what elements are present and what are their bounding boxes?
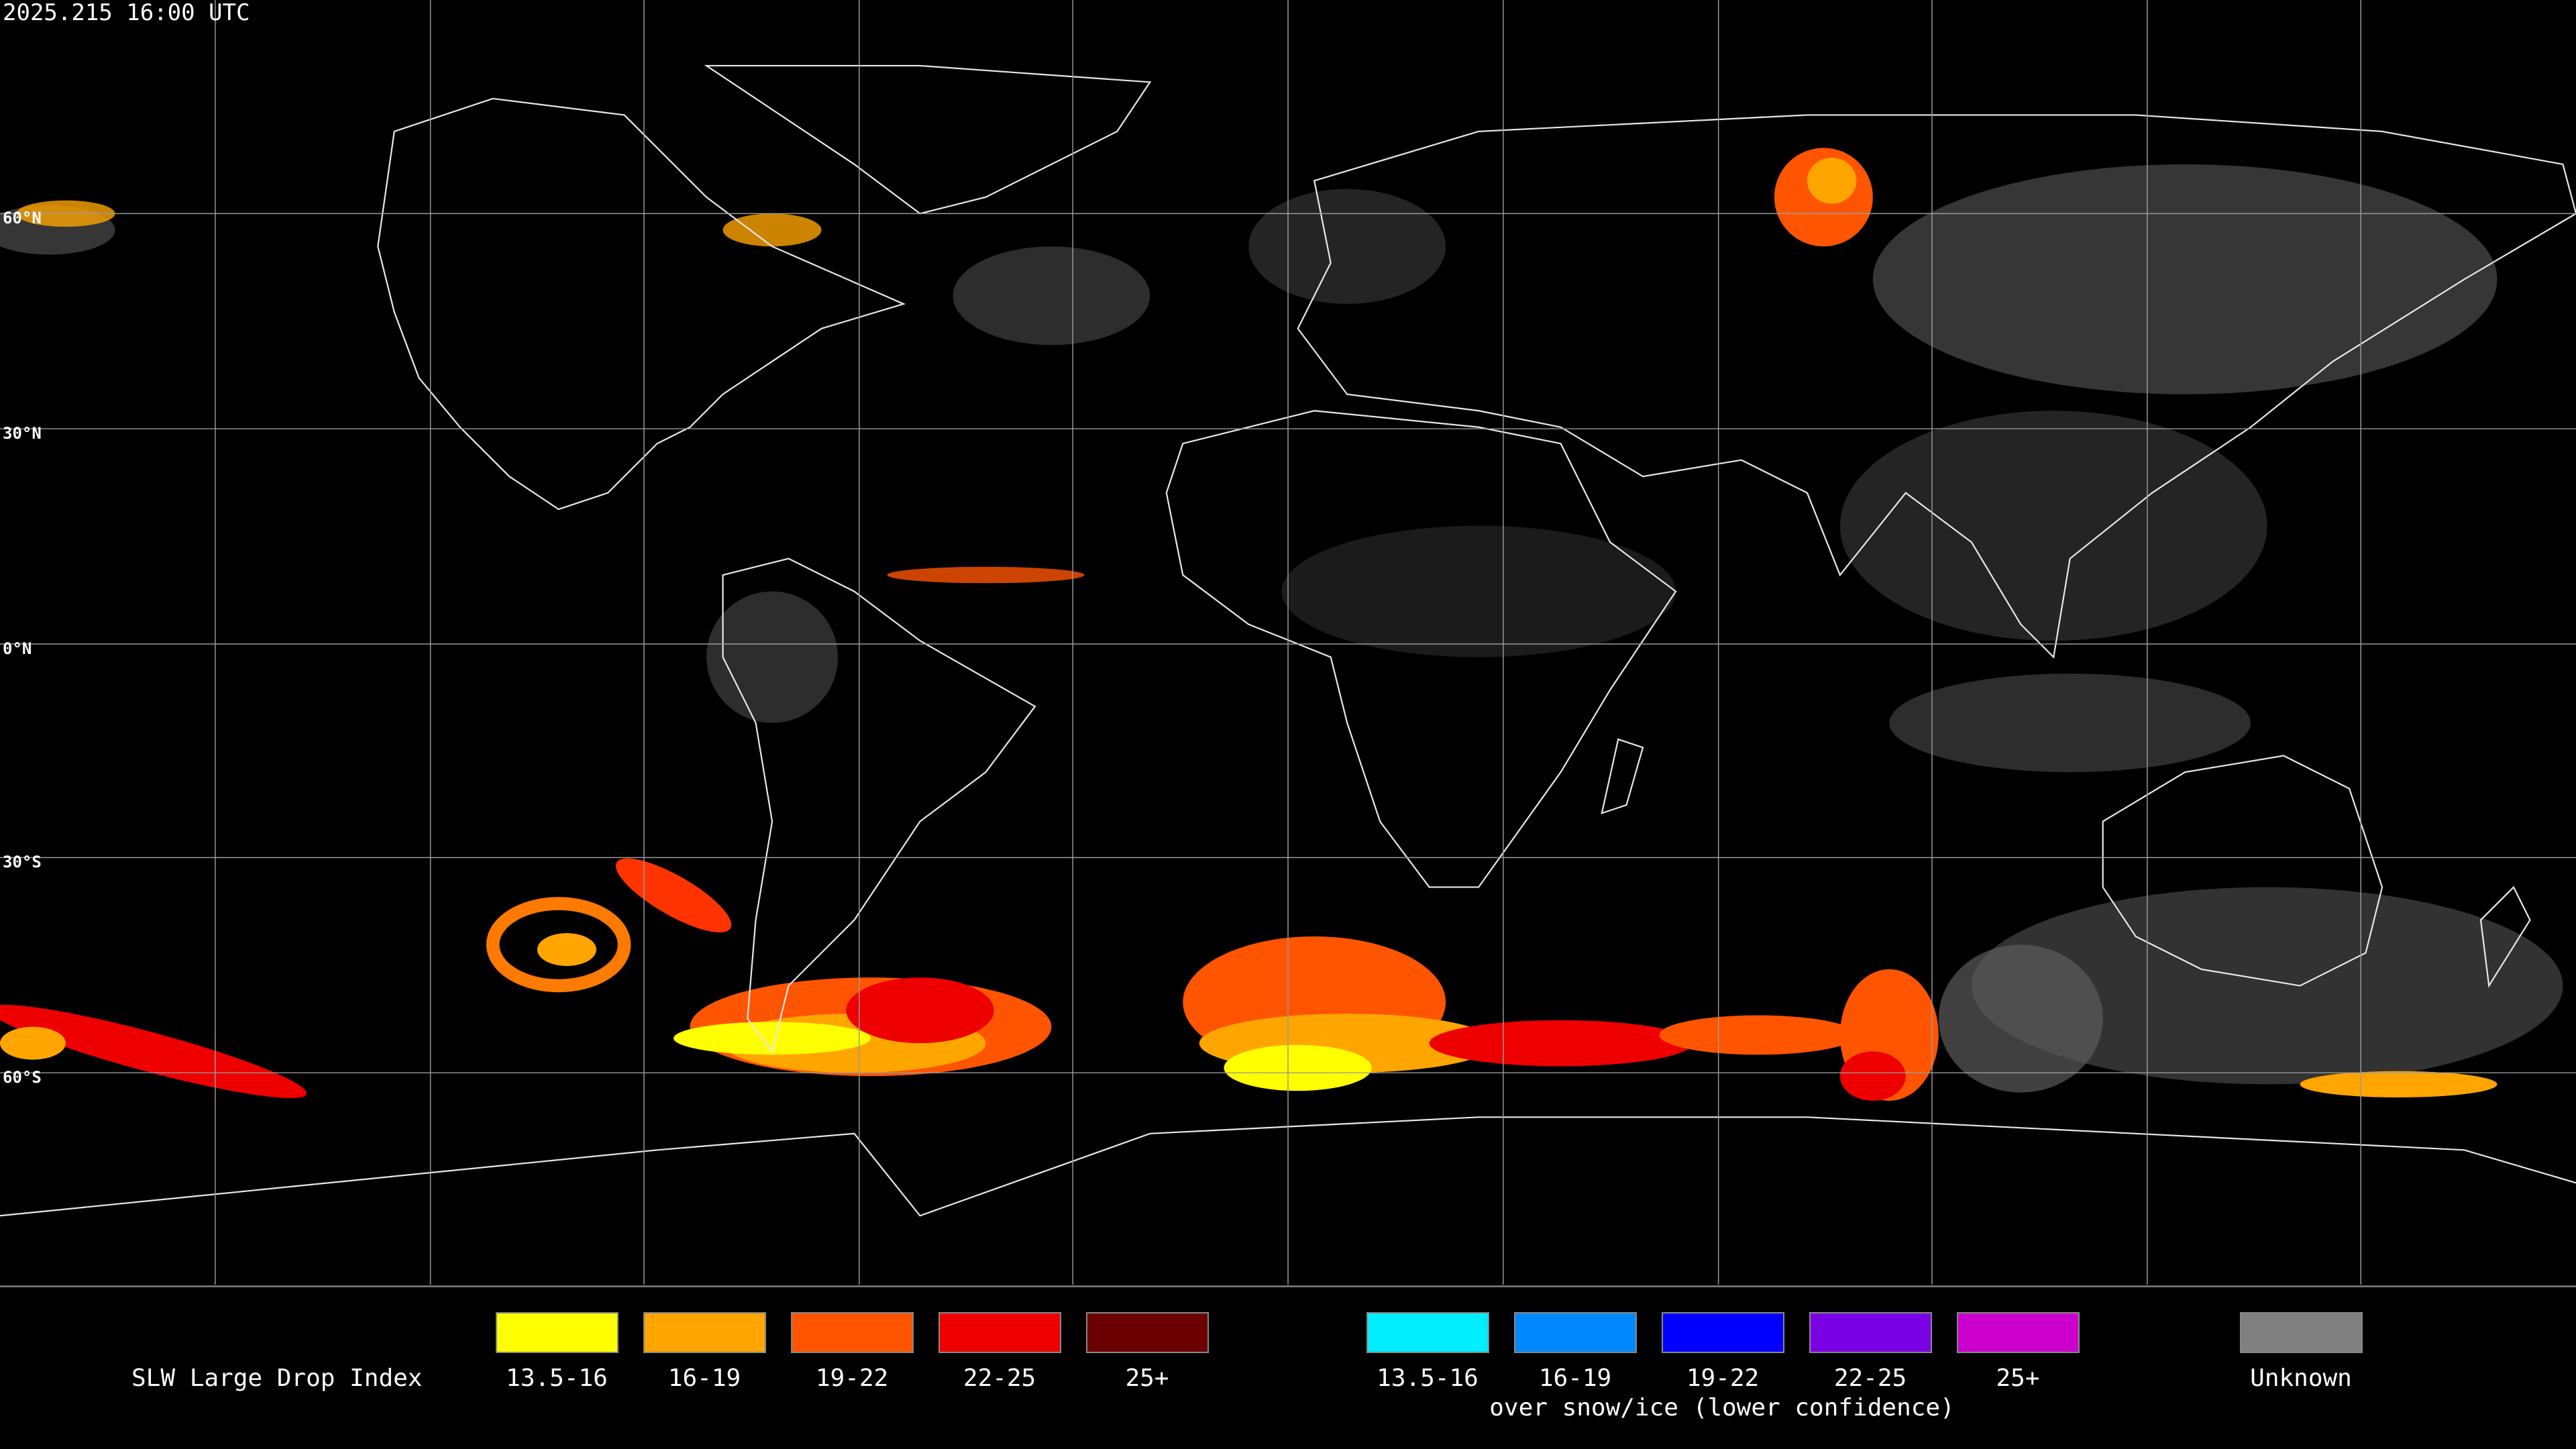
latitude-label: 30°N [3, 424, 42, 443]
latitude-label: 60°N [3, 209, 42, 227]
latitude-label: 0°N [3, 639, 32, 658]
legend-swatch [1366, 1312, 1489, 1353]
legend-label: 19-22 [816, 1364, 888, 1392]
slw-clouds [0, 148, 2498, 1101]
timestamp: 2025.215 16:00 UTC [3, 0, 250, 26]
legend-label: 16-19 [1539, 1364, 1611, 1392]
legend-label: 22-25 [963, 1364, 1036, 1392]
graticule [0, 0, 2576, 1285]
legend-title: SLW Large Drop Index [131, 1364, 422, 1392]
legend-label: 25+ [1125, 1364, 1169, 1392]
legend-swatch [1957, 1312, 2080, 1353]
legend-swatch [1809, 1312, 1932, 1353]
map-layer [0, 0, 2576, 1287]
coastlines [0, 64, 2576, 1217]
legend-swatch [938, 1312, 1061, 1353]
legend-swatch [1662, 1312, 1784, 1353]
legend-label: 16-19 [668, 1364, 741, 1392]
legend-label: 19-22 [1686, 1364, 1759, 1392]
latitude-label: 30°S [3, 853, 42, 871]
legend-label: 13.5-16 [506, 1364, 608, 1392]
legend-swatch [1514, 1312, 1637, 1353]
legend: SLW Large Drop Index over snow/ice (lowe… [131, 1312, 2363, 1421]
legend-label: Unknown [2250, 1364, 2352, 1392]
legend-label: 13.5-16 [1377, 1364, 1479, 1392]
unknown-clouds [0, 164, 2563, 1093]
legend-swatch [791, 1312, 914, 1353]
latitude-label: 60°S [3, 1068, 42, 1087]
legend-swatch [1086, 1312, 1209, 1353]
legend-label: 22-25 [1834, 1364, 1907, 1392]
legend-swatch [643, 1312, 766, 1353]
legend-label: 25+ [1996, 1364, 2039, 1392]
legend-swatch [496, 1312, 619, 1353]
legend-note: over snow/ice (lower confidence) [1489, 1394, 1955, 1421]
latitude-labels: 60°N 30°N 0°N 30°S 60°S [3, 209, 42, 1087]
legend-swatch [2240, 1312, 2363, 1353]
